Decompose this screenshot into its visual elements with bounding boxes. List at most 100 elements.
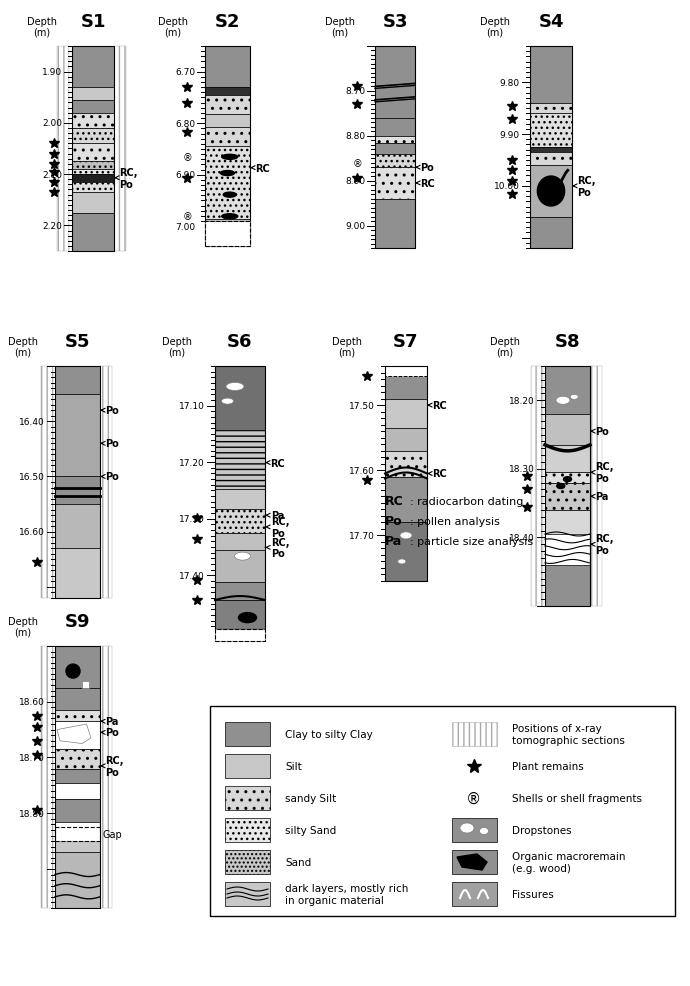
Bar: [72, 193, 114, 213]
Bar: [545, 367, 590, 606]
Ellipse shape: [556, 397, 570, 405]
Bar: [530, 104, 572, 114]
Bar: [530, 148, 572, 153]
Text: 2.10: 2.10: [42, 171, 62, 179]
Bar: [375, 137, 415, 143]
Text: Po: Po: [591, 427, 609, 437]
Bar: [452, 723, 497, 746]
Ellipse shape: [221, 172, 235, 176]
Ellipse shape: [226, 384, 244, 391]
Bar: [452, 818, 497, 842]
Text: Pa: Pa: [385, 535, 402, 548]
Bar: [205, 222, 250, 246]
Text: Depth: Depth: [158, 17, 188, 27]
Text: (m): (m): [486, 28, 504, 38]
Text: ®: ®: [352, 159, 362, 169]
Text: Po: Po: [416, 163, 434, 173]
Bar: [452, 882, 497, 906]
Text: S2: S2: [215, 13, 240, 31]
Bar: [530, 47, 572, 104]
Text: S9: S9: [65, 612, 90, 630]
Bar: [375, 199, 415, 248]
Bar: [55, 477, 100, 505]
Text: RC: RC: [266, 458, 285, 468]
Ellipse shape: [66, 665, 80, 678]
Ellipse shape: [480, 827, 489, 835]
Bar: [545, 511, 590, 534]
Text: ®: ®: [182, 212, 192, 222]
Text: S4: S4: [538, 13, 564, 31]
Bar: [205, 147, 250, 220]
Bar: [210, 706, 675, 916]
Bar: [545, 473, 590, 483]
Bar: [375, 168, 415, 199]
Bar: [545, 483, 590, 511]
Text: 2.00: 2.00: [42, 119, 62, 128]
Text: 9.80: 9.80: [500, 79, 520, 88]
Bar: [55, 367, 100, 394]
Text: Positions of x-ray
tomographic sections: Positions of x-ray tomographic sections: [512, 724, 625, 745]
Text: Pa: Pa: [101, 717, 119, 727]
Bar: [215, 629, 265, 641]
Text: S7: S7: [393, 332, 419, 351]
Text: S5: S5: [65, 332, 90, 351]
Bar: [225, 850, 270, 875]
Bar: [100, 647, 112, 908]
Bar: [72, 182, 114, 193]
Text: Po: Po: [101, 728, 119, 738]
Bar: [375, 47, 415, 118]
Bar: [55, 549, 100, 599]
Text: S3: S3: [382, 13, 408, 31]
Text: 16.60: 16.60: [19, 528, 45, 536]
Ellipse shape: [224, 193, 236, 198]
Text: Clay to silty Clay: Clay to silty Clay: [285, 730, 373, 740]
Bar: [215, 551, 265, 583]
Text: 18.80: 18.80: [19, 809, 45, 818]
Text: : pollen analysis: : pollen analysis: [410, 517, 500, 527]
Text: Sand: Sand: [285, 857, 311, 867]
Bar: [72, 175, 114, 182]
Bar: [385, 399, 427, 429]
Bar: [55, 394, 100, 477]
Text: 18.60: 18.60: [19, 697, 45, 707]
Text: Po: Po: [385, 515, 403, 528]
Bar: [215, 367, 265, 629]
Bar: [215, 510, 265, 533]
Bar: [55, 749, 100, 769]
Text: 17.40: 17.40: [179, 571, 205, 580]
Text: 17.70: 17.70: [349, 531, 375, 540]
Text: 6.90: 6.90: [175, 171, 195, 180]
Bar: [545, 446, 590, 473]
Bar: [545, 414, 590, 446]
Bar: [530, 218, 572, 248]
Bar: [55, 769, 100, 783]
Text: Plant remains: Plant remains: [512, 761, 584, 771]
Text: (m): (m): [33, 28, 50, 38]
Bar: [225, 754, 270, 778]
Bar: [205, 114, 250, 128]
Text: 17.60: 17.60: [349, 466, 375, 475]
Text: 18.40: 18.40: [509, 533, 535, 542]
Bar: [72, 170, 114, 175]
Text: RC: RC: [428, 400, 446, 411]
Text: Depth: Depth: [162, 336, 192, 347]
Polygon shape: [457, 854, 487, 870]
Bar: [72, 88, 114, 101]
Bar: [531, 367, 543, 606]
Bar: [72, 129, 114, 144]
Text: RC,
Po: RC, Po: [266, 537, 290, 559]
Text: (m): (m): [14, 627, 32, 637]
Bar: [72, 101, 114, 113]
Ellipse shape: [460, 823, 474, 833]
Bar: [41, 647, 53, 908]
Text: 10.00: 10.00: [494, 182, 520, 191]
Ellipse shape: [557, 484, 564, 489]
Bar: [100, 367, 112, 599]
Bar: [375, 118, 415, 137]
Text: Silt: Silt: [285, 761, 302, 771]
Bar: [205, 220, 250, 236]
Text: 16.40: 16.40: [19, 417, 45, 426]
Bar: [205, 88, 250, 96]
Bar: [225, 723, 270, 746]
Text: 17.10: 17.10: [179, 401, 205, 411]
